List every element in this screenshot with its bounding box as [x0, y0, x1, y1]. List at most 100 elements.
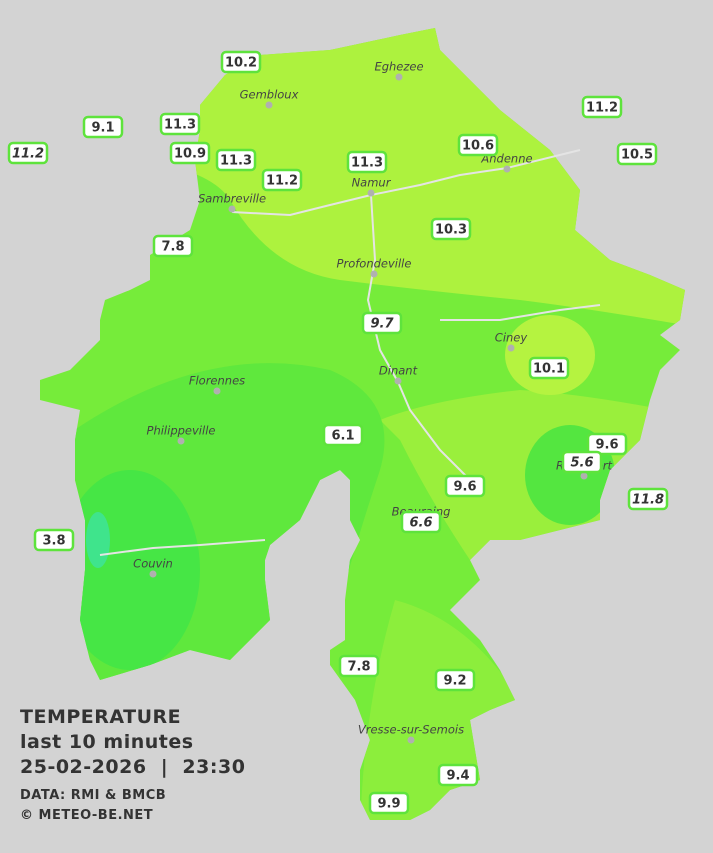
- station-box: [627, 487, 669, 511]
- station-value: 5.6: [570, 456, 593, 471]
- city-dot: [407, 736, 415, 744]
- station-label: 9.9: [368, 791, 410, 815]
- station-label: 11.2: [7, 141, 49, 165]
- station-box: [33, 528, 75, 552]
- station-label: 5.6: [561, 450, 603, 474]
- station-box: [561, 450, 603, 474]
- city-name: Couvin: [133, 557, 173, 571]
- station-label: 9.1: [82, 115, 124, 139]
- station-value: 9.7: [370, 317, 394, 332]
- station-box: [457, 133, 499, 157]
- legend-credit: © METEO-BE.NET: [20, 808, 153, 823]
- station-label: 9.4: [437, 763, 479, 787]
- station-box: [616, 142, 658, 166]
- city-dot: [370, 270, 378, 278]
- legend-source: DATA: RMI & BMCB: [20, 788, 166, 803]
- station-value: 10.9: [174, 147, 206, 162]
- station-box: [437, 763, 479, 787]
- station-label: 6.6: [400, 510, 442, 534]
- station-label: 7.8: [152, 234, 194, 258]
- city-name: Profondeville: [337, 257, 412, 271]
- station-value: 9.2: [443, 674, 466, 689]
- station-box: [220, 50, 262, 74]
- station-box: [346, 150, 388, 174]
- station-box: [152, 234, 194, 258]
- station-value: 11.3: [351, 156, 383, 171]
- city-dot: [394, 377, 402, 385]
- station-value: 9.6: [453, 480, 476, 495]
- station-label: 10.6: [457, 133, 499, 157]
- station-label: 6.1: [322, 423, 364, 447]
- station-value: 11.8: [632, 493, 664, 508]
- station-box: [400, 510, 442, 534]
- station-value: 11.3: [164, 118, 196, 133]
- station-box: [430, 217, 472, 241]
- city-dot: [265, 101, 273, 109]
- station-box: [7, 141, 49, 165]
- station-label: 10.5: [616, 142, 658, 166]
- station-label: 9.2: [434, 668, 476, 692]
- station-value: 10.3: [435, 223, 467, 238]
- city-dot: [367, 189, 375, 197]
- station-value: 10.6: [462, 139, 494, 154]
- station-label: 11.3: [159, 112, 201, 136]
- city-name: Philippeville: [147, 424, 216, 438]
- legend-period: last 10 minutes: [20, 731, 194, 753]
- station-label: 11.8: [627, 487, 669, 511]
- city-name: Sambreville: [198, 192, 266, 206]
- station-box: [434, 668, 476, 692]
- station-value: 7.8: [347, 660, 370, 675]
- station-label: 10.9: [169, 141, 211, 165]
- station-label: 11.3: [346, 150, 388, 174]
- city-dot: [149, 570, 157, 578]
- station-box: [586, 432, 628, 456]
- city-dot: [228, 205, 236, 213]
- station-box: [361, 311, 403, 335]
- city-dot: [177, 437, 185, 445]
- station-label: 7.8: [338, 654, 380, 678]
- station-label: 11.2: [261, 168, 303, 192]
- city-name: Ciney: [495, 331, 528, 345]
- station-box: [215, 148, 257, 172]
- station-value: 11.2: [12, 147, 44, 162]
- city-dot: [213, 387, 221, 395]
- city-dot: [580, 472, 588, 480]
- city-name: Eghezee: [374, 60, 423, 74]
- station-box: [169, 141, 211, 165]
- station-label: 10.3: [430, 217, 472, 241]
- station-value: 9.6: [595, 438, 618, 453]
- station-box: [338, 654, 380, 678]
- station-value: 6.6: [409, 516, 432, 531]
- station-value: 6.1: [331, 429, 354, 444]
- station-label: 3.8: [33, 528, 75, 552]
- station-box: [82, 115, 124, 139]
- station-box: [444, 474, 486, 498]
- station-label: 9.7: [361, 311, 403, 335]
- station-box: [368, 791, 410, 815]
- station-value: 7.8: [161, 240, 184, 255]
- station-label: 10.2: [220, 50, 262, 74]
- legend-datetime: 25-02-2026 | 23:30: [20, 756, 245, 778]
- city-dot: [395, 73, 403, 81]
- station-box: [261, 168, 303, 192]
- rivers: [99, 149, 601, 556]
- station-label: 11.3: [215, 148, 257, 172]
- station-value: 11.2: [266, 174, 298, 189]
- station-box: [159, 112, 201, 136]
- city-name: Florennes: [189, 374, 245, 388]
- station-value: 9.1: [91, 121, 114, 136]
- station-value: 10.2: [225, 56, 257, 71]
- station-value: 11.3: [220, 154, 252, 169]
- station-label: 10.1: [528, 356, 570, 380]
- station-label: 9.6: [586, 432, 628, 456]
- station-value: 10.1: [533, 362, 565, 377]
- city-name: Namur: [352, 176, 392, 190]
- station-value: 11.2: [586, 101, 618, 116]
- city-name: Dinant: [379, 364, 418, 378]
- legend-title: TEMPERATURE: [20, 706, 181, 728]
- station-value: 3.8: [42, 534, 65, 549]
- station-value: 9.9: [377, 797, 400, 812]
- station-box: [581, 95, 623, 119]
- city-name: Gembloux: [240, 88, 299, 102]
